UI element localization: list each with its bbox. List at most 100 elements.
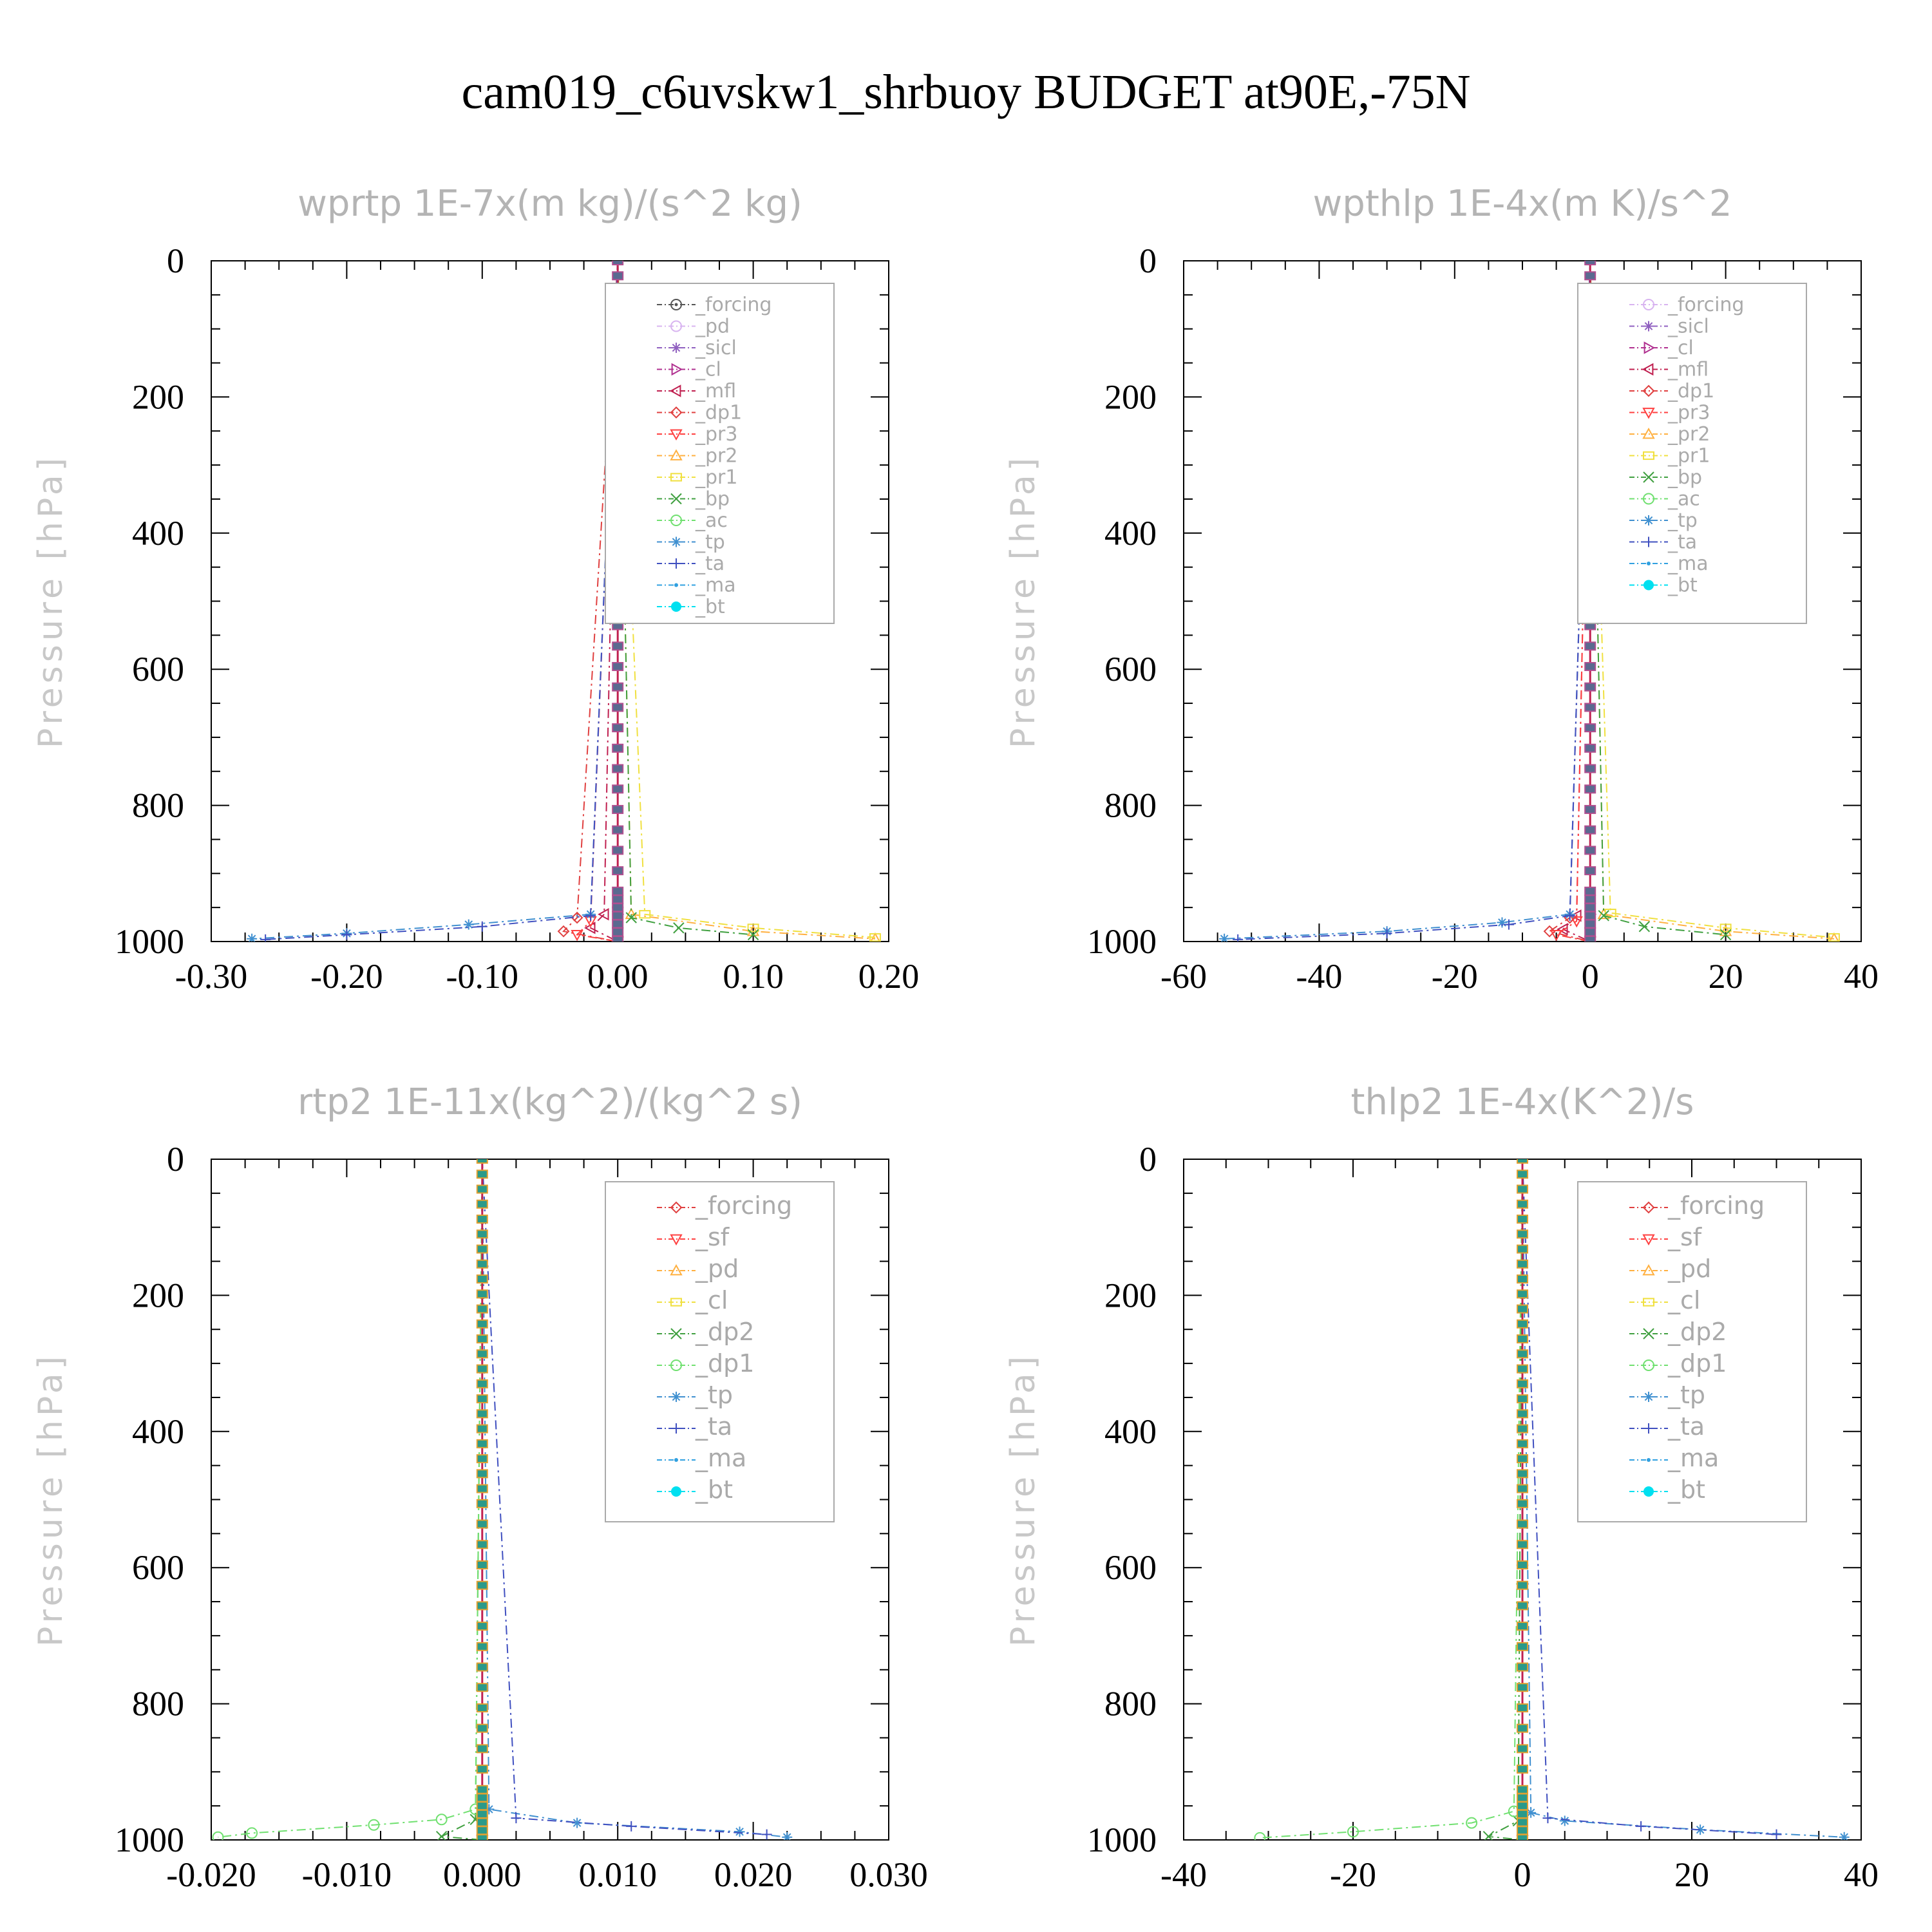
legend-label: _dp2 <box>1667 1318 1727 1346</box>
series-dp1 <box>212 1159 483 1840</box>
level-marker <box>476 1484 488 1493</box>
legend-symbol <box>669 384 681 397</box>
legend-label: _pr2 <box>1667 423 1710 446</box>
level-marker <box>1517 1826 1528 1835</box>
level-marker <box>476 1833 488 1840</box>
level-marker <box>1517 1334 1528 1344</box>
x-tick-label: 0.00 <box>587 957 649 996</box>
level-marker <box>612 641 624 651</box>
series-line <box>252 261 619 940</box>
legend-label: _bt <box>1667 574 1698 597</box>
legend-item: _forcing <box>657 1191 792 1220</box>
data-point <box>260 934 271 942</box>
legend-symbol <box>1643 1328 1654 1340</box>
level-marker <box>1517 1349 1528 1359</box>
series-line <box>218 1159 483 1838</box>
level-marker <box>612 846 624 855</box>
data-point <box>1771 1829 1782 1840</box>
legend-symbol <box>1642 1201 1655 1214</box>
data-point <box>341 929 352 940</box>
level-marker <box>612 903 624 913</box>
series-ta <box>481 1159 772 1840</box>
series-line <box>617 261 876 938</box>
legend-label: _ma <box>1667 1444 1719 1472</box>
level-marker <box>1517 1601 1528 1611</box>
level-marker <box>1584 764 1596 773</box>
y-tick-label: 0 <box>1139 242 1157 280</box>
legend-box <box>605 283 835 624</box>
series-tp <box>1219 261 1591 942</box>
level-marker <box>1584 927 1596 937</box>
level-marker <box>612 743 624 753</box>
legend-symbol <box>1642 363 1654 376</box>
level-marker <box>476 1683 488 1692</box>
level-marker <box>1517 1215 1528 1224</box>
level-marker <box>1517 1744 1528 1754</box>
data-point <box>1557 923 1568 936</box>
legend-item: _mfl <box>657 380 736 402</box>
level-marker <box>1517 1765 1528 1774</box>
y-tick-label: 600 <box>132 650 184 688</box>
data-point <box>761 1829 772 1840</box>
data-point <box>673 922 685 934</box>
level-marker <box>476 1785 488 1794</box>
legend-item: _pr2 <box>657 445 737 468</box>
y-tick-label: 800 <box>132 1685 184 1723</box>
legend-symbol <box>1647 562 1651 565</box>
legend-item: _sf <box>657 1223 730 1251</box>
level-marker <box>1584 703 1596 712</box>
legend-item: _tp <box>1629 509 1698 532</box>
data-point <box>1381 928 1392 939</box>
level-marker <box>476 1826 488 1835</box>
legend-symbol <box>1647 1458 1651 1462</box>
x-tick-label: -20 <box>1432 957 1478 996</box>
legend-label: _forcing <box>695 294 772 316</box>
y-tick-label: 1000 <box>115 1821 184 1859</box>
level-marker <box>476 1540 488 1549</box>
level-marker <box>476 1454 488 1464</box>
legend-item: _bt <box>1629 1475 1705 1504</box>
level-marker <box>1517 1723 1528 1733</box>
level-marker <box>1517 1833 1528 1840</box>
series-line <box>481 1159 767 1835</box>
legend-item: _tp <box>657 1381 733 1409</box>
level-marker <box>1517 1499 1528 1508</box>
x-tick-label: 0.030 <box>849 1855 928 1894</box>
legend-box <box>605 1181 835 1522</box>
data-point <box>435 1831 448 1840</box>
chart-panel-3: rtp2 1E-11x(kg^2)/(kg^2 s) Pressure [hPa]… <box>32 1081 928 1894</box>
level-marker <box>1517 1184 1528 1194</box>
legend-item: _tp <box>657 531 725 554</box>
legend-label: _cl <box>695 359 721 381</box>
chart-panel-1: wprtp 1E-7x(m kg)/(s^2 kg) Pressure [hPa]… <box>32 183 919 996</box>
level-marker <box>1517 1289 1528 1299</box>
x-tick-label: 0.10 <box>723 957 784 996</box>
legend-label: _dp1 <box>1667 380 1714 402</box>
legend-item: _ma <box>657 574 736 597</box>
legend-item: _bt <box>1629 574 1698 597</box>
legend-label: _ma <box>695 574 736 597</box>
legend-symbol <box>1642 384 1655 397</box>
level-marker <box>1584 903 1596 913</box>
legend-symbol <box>1643 493 1654 505</box>
x-tick-label: 0.20 <box>858 957 920 996</box>
y-tick-label: 600 <box>132 1548 184 1587</box>
legend-symbol <box>670 449 683 460</box>
legend-item: _pr2 <box>1629 423 1710 446</box>
level-marker <box>476 1244 488 1254</box>
legend-label: _pr2 <box>695 445 737 468</box>
legend-item: _dp1 <box>657 1349 754 1378</box>
level-marker <box>476 1424 488 1434</box>
legend-label: _cl <box>1667 1286 1700 1314</box>
x-tick-label: -60 <box>1160 957 1207 996</box>
level-marker <box>1517 1229 1528 1239</box>
legend-item: _sicl <box>657 337 737 359</box>
data-point <box>435 1814 448 1826</box>
data-point <box>734 1826 745 1837</box>
legend-symbol <box>1643 1392 1654 1402</box>
level-marker <box>612 866 624 876</box>
legend-symbol <box>1643 1423 1654 1434</box>
level-marker <box>476 1439 488 1448</box>
y-tick-label: 0 <box>167 242 184 280</box>
data-point <box>1466 1817 1478 1829</box>
